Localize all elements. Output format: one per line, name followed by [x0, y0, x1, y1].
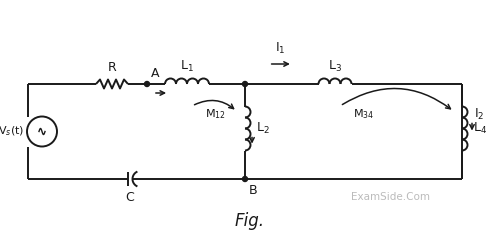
Text: I$_2$: I$_2$ — [474, 107, 484, 122]
Text: L$_3$: L$_3$ — [328, 59, 342, 74]
Text: Fig.: Fig. — [235, 212, 265, 230]
Text: L$_2$: L$_2$ — [256, 121, 270, 136]
Text: R: R — [108, 61, 116, 74]
Circle shape — [144, 81, 150, 87]
Text: L$_1$: L$_1$ — [180, 59, 194, 74]
Circle shape — [242, 81, 248, 87]
Text: L$_4$: L$_4$ — [473, 121, 487, 136]
Circle shape — [242, 176, 248, 181]
Text: B: B — [249, 184, 258, 197]
Text: V$_s$(t): V$_s$(t) — [0, 125, 24, 138]
Text: M$_{34}$: M$_{34}$ — [353, 107, 374, 121]
Text: M$_{12}$: M$_{12}$ — [205, 107, 226, 121]
Text: I$_1$: I$_1$ — [276, 41, 286, 56]
Text: C: C — [126, 191, 134, 204]
Text: A: A — [151, 67, 160, 80]
Text: ExamSide.Com: ExamSide.Com — [350, 192, 430, 202]
